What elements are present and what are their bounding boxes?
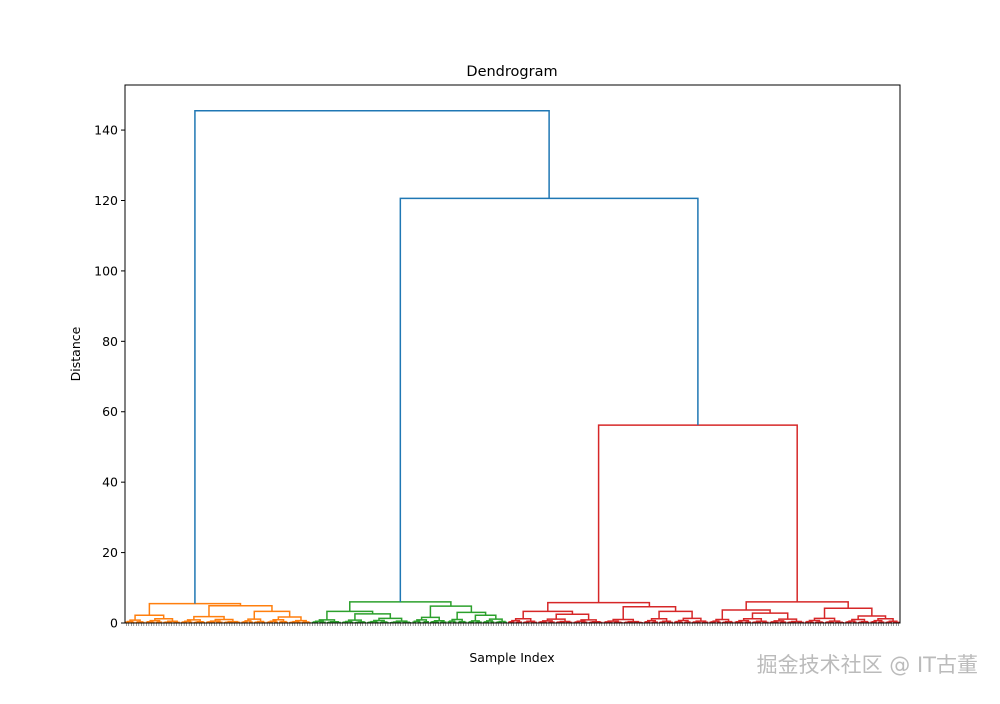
dendrogram-link (197, 622, 203, 623)
dendrogram-link (628, 622, 638, 623)
dendrogram-link (606, 622, 611, 623)
dendrogram-link (138, 622, 143, 623)
x-axis-label: Sample Index (469, 650, 554, 665)
dendrogram-link (659, 611, 692, 618)
dendrogram-link (460, 622, 465, 623)
y-tick-label: 100 (94, 263, 118, 278)
chart-title: Dendrogram (466, 64, 557, 80)
dendrogram-link (592, 622, 600, 623)
dendrogram-links (126, 111, 898, 623)
dendrogram-link (293, 622, 299, 623)
dendrogram-link (327, 611, 373, 619)
dendrogram-link (475, 615, 495, 621)
y-tick-label: 0 (110, 616, 118, 631)
dendrogram-link (736, 622, 741, 623)
y-axis: 0 20 40 60 80 100 120 140 (94, 123, 125, 631)
watermark: 掘金技术社区 @ IT古董 (757, 653, 978, 677)
dendrogram-link (331, 622, 339, 623)
y-tick-label: 20 (102, 545, 118, 560)
y-tick-label: 40 (102, 475, 118, 490)
dendrogram-link (254, 611, 289, 619)
dendrogram-link (281, 622, 286, 623)
dendrogram-link (355, 614, 390, 620)
plot-frame (125, 85, 900, 623)
dendrogram-link (523, 611, 572, 618)
y-tick-label: 80 (102, 334, 118, 349)
dendrogram-link (807, 622, 812, 623)
dendrogram-link (862, 622, 868, 623)
y-tick-label: 140 (94, 123, 118, 138)
y-tick-label: 60 (102, 404, 118, 419)
y-tick-label: 120 (94, 193, 118, 208)
dendrogram-link (772, 622, 777, 623)
dendrogram-link (195, 111, 549, 604)
y-axis-label: Distance (68, 326, 83, 381)
dendrogram-link (676, 622, 681, 623)
dendrogram-link (148, 622, 153, 623)
dendrogram-link (726, 622, 732, 623)
dendrogram-link (825, 608, 872, 618)
dendrogram-link (599, 425, 798, 602)
dendrogram-link (228, 622, 237, 623)
dendrogram-link (432, 622, 437, 623)
dendrogram-link (623, 607, 675, 620)
dendrogram-link (540, 622, 545, 623)
dendrogram-link (358, 622, 364, 623)
dendrogram-link (400, 198, 698, 602)
dendrogram-link (208, 622, 213, 623)
dendrogram-link (371, 622, 377, 623)
